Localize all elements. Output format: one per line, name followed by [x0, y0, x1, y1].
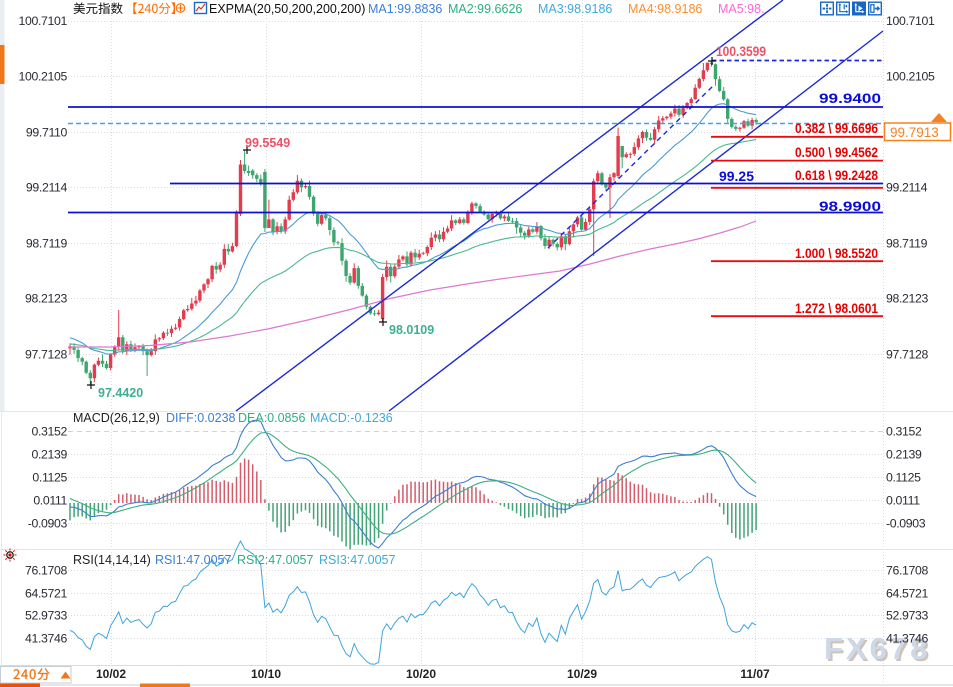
- svg-text:RSI3:47.0057: RSI3:47.0057: [319, 553, 395, 567]
- svg-text:0.1125: 0.1125: [32, 471, 67, 485]
- svg-text:0.0111: 0.0111: [33, 494, 67, 508]
- svg-text:76.1708: 76.1708: [25, 564, 68, 578]
- svg-text:99.7913: 99.7913: [890, 125, 939, 140]
- svg-text:1.272 \ 98.0601: 1.272 \ 98.0601: [795, 301, 878, 316]
- svg-text:FX678: FX678: [826, 633, 932, 668]
- svg-text:64.5721: 64.5721: [25, 587, 68, 601]
- svg-text:0.2139: 0.2139: [886, 448, 922, 462]
- svg-text:1.000 \ 98.5520: 1.000 \ 98.5520: [795, 246, 878, 261]
- svg-text:97.4420: 97.4420: [98, 386, 143, 400]
- svg-text:0.500 \ 99.4562: 0.500 \ 99.4562: [795, 145, 878, 160]
- svg-text:11/07: 11/07: [740, 667, 770, 681]
- svg-text:0.0111: 0.0111: [886, 494, 920, 508]
- svg-text:FX678: FX678: [824, 631, 930, 666]
- svg-text:0.618 \ 99.2428: 0.618 \ 99.2428: [795, 168, 878, 183]
- svg-text:98.9900: 98.9900: [819, 198, 881, 214]
- svg-text:EXPMA(20,50,200,200,200): EXPMA(20,50,200,200,200): [209, 2, 365, 16]
- svg-text:0.3152: 0.3152: [886, 425, 922, 439]
- svg-text:98.0109: 98.0109: [389, 323, 434, 337]
- svg-text:RSI2:47.0057: RSI2:47.0057: [237, 553, 313, 567]
- svg-text:41.3746: 41.3746: [886, 632, 929, 646]
- svg-text:100.7101: 100.7101: [886, 14, 935, 28]
- svg-text:98.2123: 98.2123: [886, 292, 929, 306]
- svg-text:100.2105: 100.2105: [19, 70, 68, 84]
- svg-text:98.2123: 98.2123: [25, 292, 68, 306]
- svg-text:98.7119: 98.7119: [886, 237, 928, 251]
- svg-text:41.3746: 41.3746: [25, 632, 68, 646]
- svg-text:10/20: 10/20: [406, 667, 436, 681]
- svg-text:100.7101: 100.7101: [19, 14, 68, 28]
- svg-text:99.25: 99.25: [719, 168, 754, 184]
- svg-text:MACD:-0.1236: MACD:-0.1236: [310, 411, 393, 425]
- svg-text:0.3152: 0.3152: [31, 425, 67, 439]
- svg-text:99.7110: 99.7110: [26, 126, 68, 140]
- svg-text:99.2114: 99.2114: [26, 181, 68, 195]
- svg-text:52.9733: 52.9733: [25, 609, 68, 623]
- svg-text:10/29: 10/29: [567, 667, 597, 681]
- svg-text:98.7119: 98.7119: [26, 237, 68, 251]
- svg-text:97.7128: 97.7128: [25, 348, 68, 362]
- svg-text:52.9733: 52.9733: [886, 609, 929, 623]
- svg-text:MACD(26,12,9): MACD(26,12,9): [73, 411, 160, 425]
- svg-text:MA3:98.9186: MA3:98.9186: [538, 2, 612, 16]
- svg-text:0.382 \ 99.6696: 0.382 \ 99.6696: [795, 121, 878, 136]
- svg-text:-0.0903: -0.0903: [886, 517, 926, 531]
- svg-text:MA2:99.6626: MA2:99.6626: [448, 2, 522, 16]
- svg-text:DIFF:0.0238: DIFF:0.0238: [166, 411, 236, 425]
- svg-text:RSI1:47.0057: RSI1:47.0057: [155, 553, 231, 567]
- svg-text:100.2105: 100.2105: [886, 70, 935, 84]
- svg-text:10/10: 10/10: [251, 667, 281, 681]
- svg-text:10/02: 10/02: [96, 667, 126, 681]
- svg-text:MA4:98.9186: MA4:98.9186: [628, 2, 702, 16]
- svg-text:0.2139: 0.2139: [31, 448, 67, 462]
- svg-text:64.5721: 64.5721: [886, 587, 929, 601]
- svg-text:-0.0903: -0.0903: [28, 517, 68, 531]
- svg-text:RSI(14,14,14): RSI(14,14,14): [73, 553, 151, 567]
- svg-text:DEA:0.0856: DEA:0.0856: [238, 411, 305, 425]
- svg-text:0.1125: 0.1125: [886, 471, 921, 485]
- svg-text:99.5549: 99.5549: [245, 136, 290, 150]
- svg-text:97.7128: 97.7128: [886, 348, 929, 362]
- svg-text:MA1:99.8836: MA1:99.8836: [368, 2, 442, 16]
- svg-text:100.3599: 100.3599: [716, 44, 766, 59]
- svg-text:76.1708: 76.1708: [886, 564, 929, 578]
- svg-text:99.9400: 99.9400: [819, 90, 881, 106]
- svg-text:99.2114: 99.2114: [886, 181, 928, 195]
- svg-text:MA5:98.: MA5:98.: [718, 2, 765, 16]
